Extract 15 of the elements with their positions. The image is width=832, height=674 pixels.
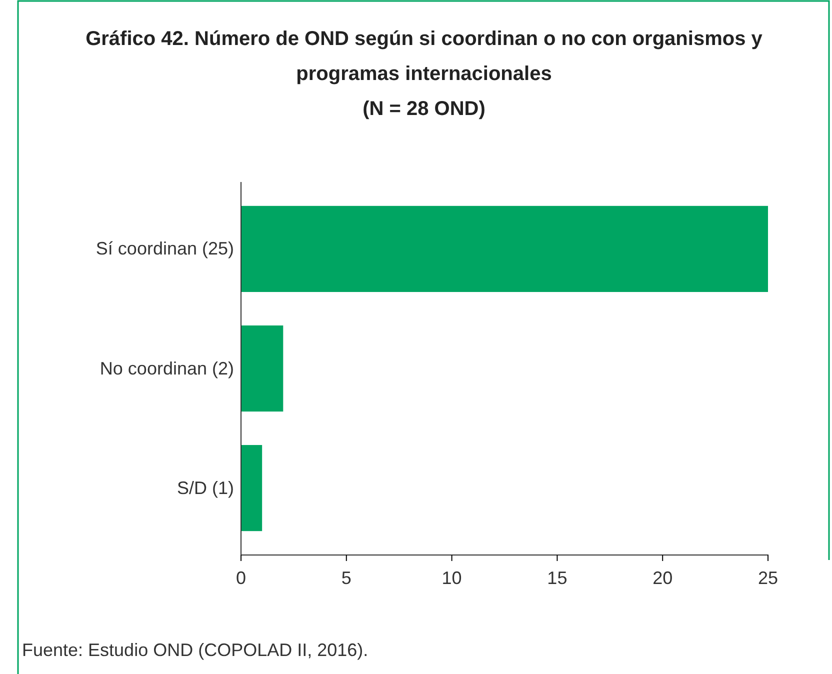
y-tick-label: S/D (1) <box>176 478 234 498</box>
y-tick-label: Sí coordinan (25) <box>96 238 234 259</box>
bar <box>241 445 262 532</box>
x-tick-label: 15 <box>547 568 568 588</box>
bar <box>241 325 284 412</box>
chart-subtitle: (N = 28 OND) <box>362 98 486 120</box>
y-tick-label: No coordinan (2) <box>100 358 234 378</box>
bar <box>241 206 768 292</box>
chart-title: Gráfico 42. Número de OND según si coordinan o no con organismos y programas internacionales <box>86 28 764 85</box>
x-tick-label: 25 <box>758 568 778 588</box>
x-tick-label: 20 <box>652 568 673 588</box>
x-tick-label: 10 <box>442 568 462 588</box>
x-tick-label: 0 <box>236 568 246 588</box>
x-tick-label: 5 <box>341 568 352 588</box>
source-note: Fuente: Estudio OND (COPOLAD II, 2016). <box>22 640 368 660</box>
